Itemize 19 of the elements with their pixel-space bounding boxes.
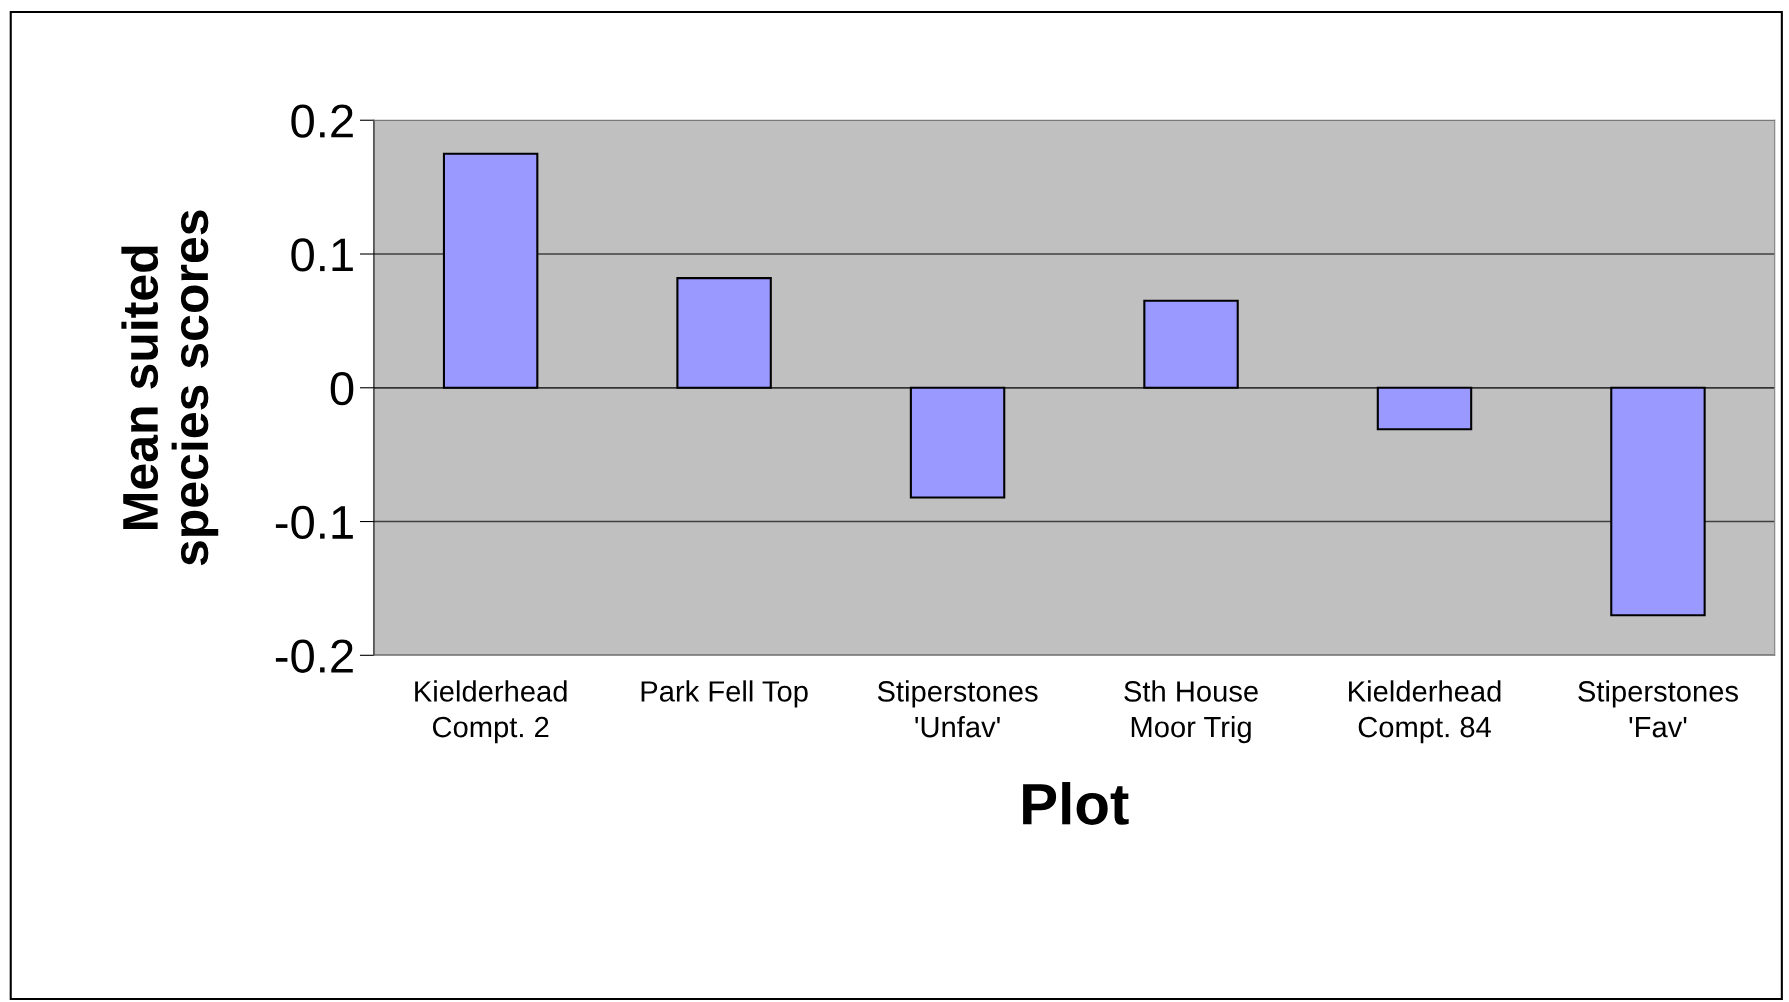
x-tick-label: Kielderhead Compt. 2 (415, 680, 567, 744)
y-tick-label: 0.2 (291, 104, 353, 138)
x-axis-title: Plot (1023, 782, 1129, 825)
x-tick-label: Park Fell Top (641, 680, 808, 708)
bar (909, 386, 1006, 499)
bar (676, 277, 772, 389)
x-tick-label: Stiperstones 'Fav' (1578, 680, 1738, 738)
bar (1143, 299, 1239, 389)
bar (442, 152, 539, 389)
y-axis-title: Mean suited species scores (121, 210, 219, 566)
y-tick-label: -0.2 (275, 639, 353, 673)
bar (1610, 386, 1706, 617)
y-tick-label: 0.1 (291, 238, 353, 272)
x-tick-label: Stiperstones 'Unfav' (877, 680, 1038, 738)
y-tick-label: 0 (330, 371, 354, 406)
x-tick-label: Sth House Moor Trig (1124, 680, 1258, 744)
bar (1376, 386, 1473, 431)
y-tick-label: -0.1 (275, 505, 353, 540)
x-tick-label: Kielderhead Compt. 84 (1349, 680, 1501, 744)
